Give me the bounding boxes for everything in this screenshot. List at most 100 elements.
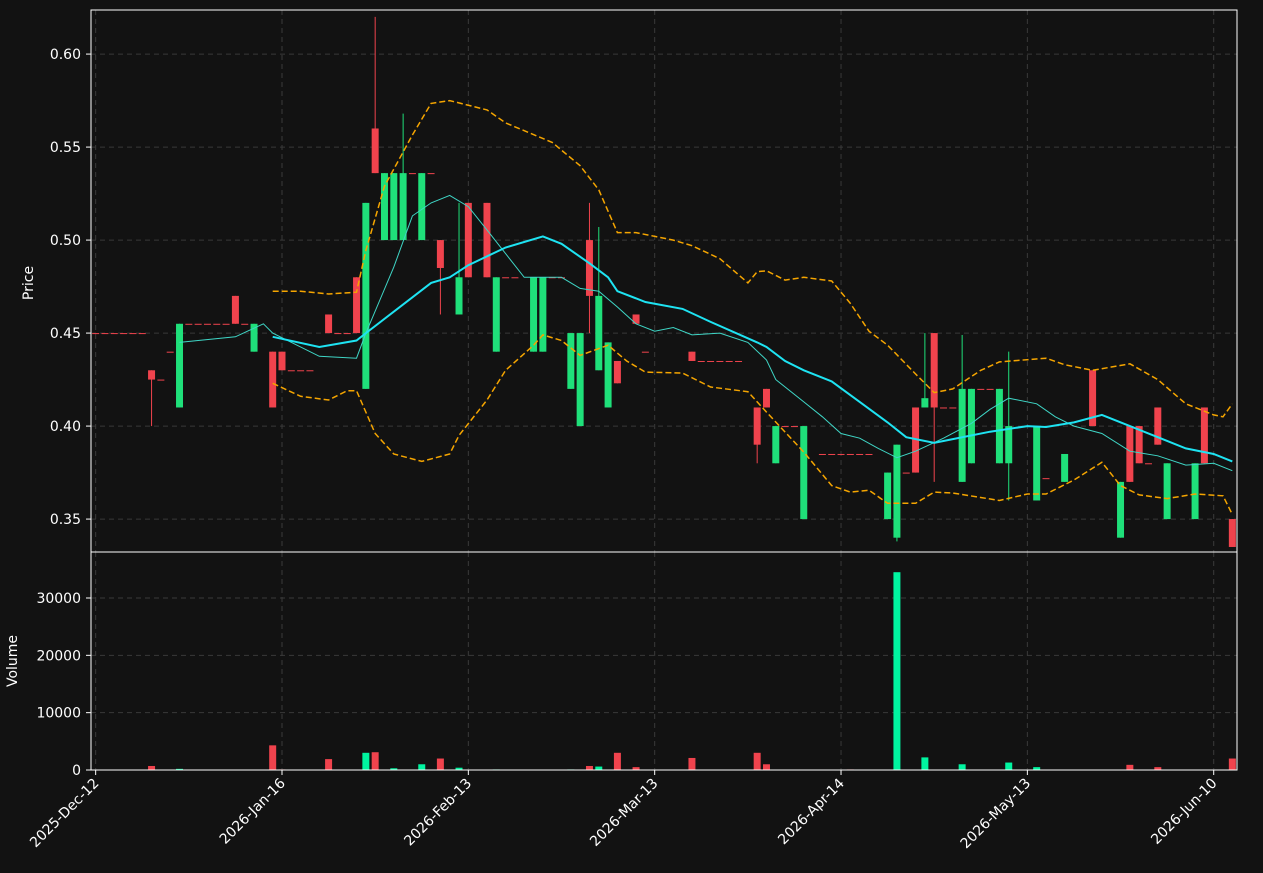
candle-body — [921, 398, 929, 408]
candle-body — [641, 351, 649, 353]
candle-body — [92, 333, 100, 335]
candle-body — [483, 202, 491, 278]
candle-body — [790, 426, 798, 428]
candle-body — [576, 333, 584, 427]
candle-body — [380, 173, 388, 241]
candle-body — [837, 453, 845, 455]
candle-body — [269, 351, 277, 408]
volume-bar — [1228, 758, 1236, 770]
candle-body — [231, 295, 239, 324]
candle-body — [1042, 478, 1050, 480]
y-tick-label: 0.60 — [50, 47, 81, 63]
candle-body — [753, 407, 761, 445]
volume-axis-label: Volume — [5, 635, 21, 687]
candle-body — [800, 426, 808, 520]
candle-body — [716, 360, 724, 362]
y-tick-label: 0.55 — [50, 140, 81, 156]
candle-body — [287, 370, 295, 372]
volume-bar — [269, 745, 277, 770]
volume-bar — [362, 752, 370, 770]
candle-body — [1135, 426, 1143, 464]
indicator-line — [272, 235, 1233, 463]
volume-bar — [1005, 762, 1013, 770]
candle-body — [325, 314, 333, 334]
candle-body — [1061, 453, 1069, 482]
candle-body — [781, 426, 789, 428]
candle-body — [278, 351, 286, 371]
volume-tick-label: 10000 — [36, 706, 81, 722]
candle-body — [1005, 426, 1013, 464]
candle-body — [977, 388, 985, 390]
candle-body — [464, 202, 472, 278]
candle-body — [157, 379, 165, 381]
candle-body — [362, 202, 370, 389]
volume-bar — [613, 752, 621, 770]
candle-body — [567, 333, 575, 389]
volume-bar — [585, 765, 593, 770]
candle-body — [707, 360, 715, 362]
volume-bar — [753, 752, 761, 770]
candle-body — [762, 388, 770, 408]
volume-frame — [90, 551, 1238, 771]
volume-bar — [390, 768, 398, 770]
candle-body — [613, 360, 621, 384]
volume-tick-label: 30000 — [36, 591, 81, 607]
y-tick-label: 0.40 — [50, 419, 81, 435]
candle-body — [222, 323, 230, 325]
candle-body — [399, 173, 407, 241]
candle-body — [595, 295, 603, 371]
candle-body — [436, 240, 444, 268]
candle-body — [986, 388, 994, 390]
volume-bar — [148, 765, 156, 770]
candle-body — [530, 277, 538, 352]
candle-body — [371, 128, 379, 174]
y-tick-label: 0.35 — [50, 512, 81, 528]
volume-bar — [762, 764, 770, 770]
candle-body — [502, 277, 510, 279]
candle-body — [735, 360, 743, 362]
candle-body — [1200, 407, 1208, 464]
volume-bar — [371, 752, 379, 770]
candle-body — [455, 277, 463, 315]
volume-bar — [418, 764, 426, 770]
candle-body — [408, 173, 416, 175]
candle-body — [213, 323, 221, 325]
candle-body — [967, 388, 975, 464]
y-tick-label: 0.50 — [50, 233, 81, 249]
volume-bar — [1126, 764, 1134, 770]
candle-body — [1117, 481, 1125, 538]
candle-body — [101, 333, 109, 335]
candle-body — [632, 314, 640, 324]
volume-bar — [688, 757, 696, 770]
y-tick-label: 0.45 — [50, 326, 81, 342]
volume-bar — [893, 572, 901, 770]
candle-body — [1089, 370, 1097, 427]
candle-body — [353, 277, 361, 334]
candle-body — [129, 333, 137, 335]
candle-body — [828, 453, 836, 455]
candle-body — [1191, 463, 1199, 520]
candle-body — [418, 173, 426, 241]
candle-body — [865, 453, 873, 455]
y-axis-label: Price — [21, 266, 37, 300]
indicator-line — [272, 334, 1233, 515]
candle-body — [492, 277, 500, 352]
volume-bar — [595, 766, 603, 770]
candle-body — [1033, 426, 1041, 501]
candle-body — [241, 323, 249, 325]
candle-body — [893, 444, 901, 538]
candle-body — [818, 453, 826, 455]
candle-body — [343, 333, 351, 335]
candle-body — [958, 388, 966, 482]
candle-body — [120, 333, 128, 335]
volume-bar — [958, 764, 966, 770]
candle-body — [846, 453, 854, 455]
candle-body — [884, 472, 892, 520]
volume-bar — [1033, 767, 1041, 770]
candle-body — [203, 323, 211, 325]
candle-body — [930, 333, 938, 408]
candle-body — [148, 370, 156, 380]
candle-body — [297, 370, 305, 372]
candle-body — [697, 360, 705, 362]
candle-body — [185, 323, 193, 325]
